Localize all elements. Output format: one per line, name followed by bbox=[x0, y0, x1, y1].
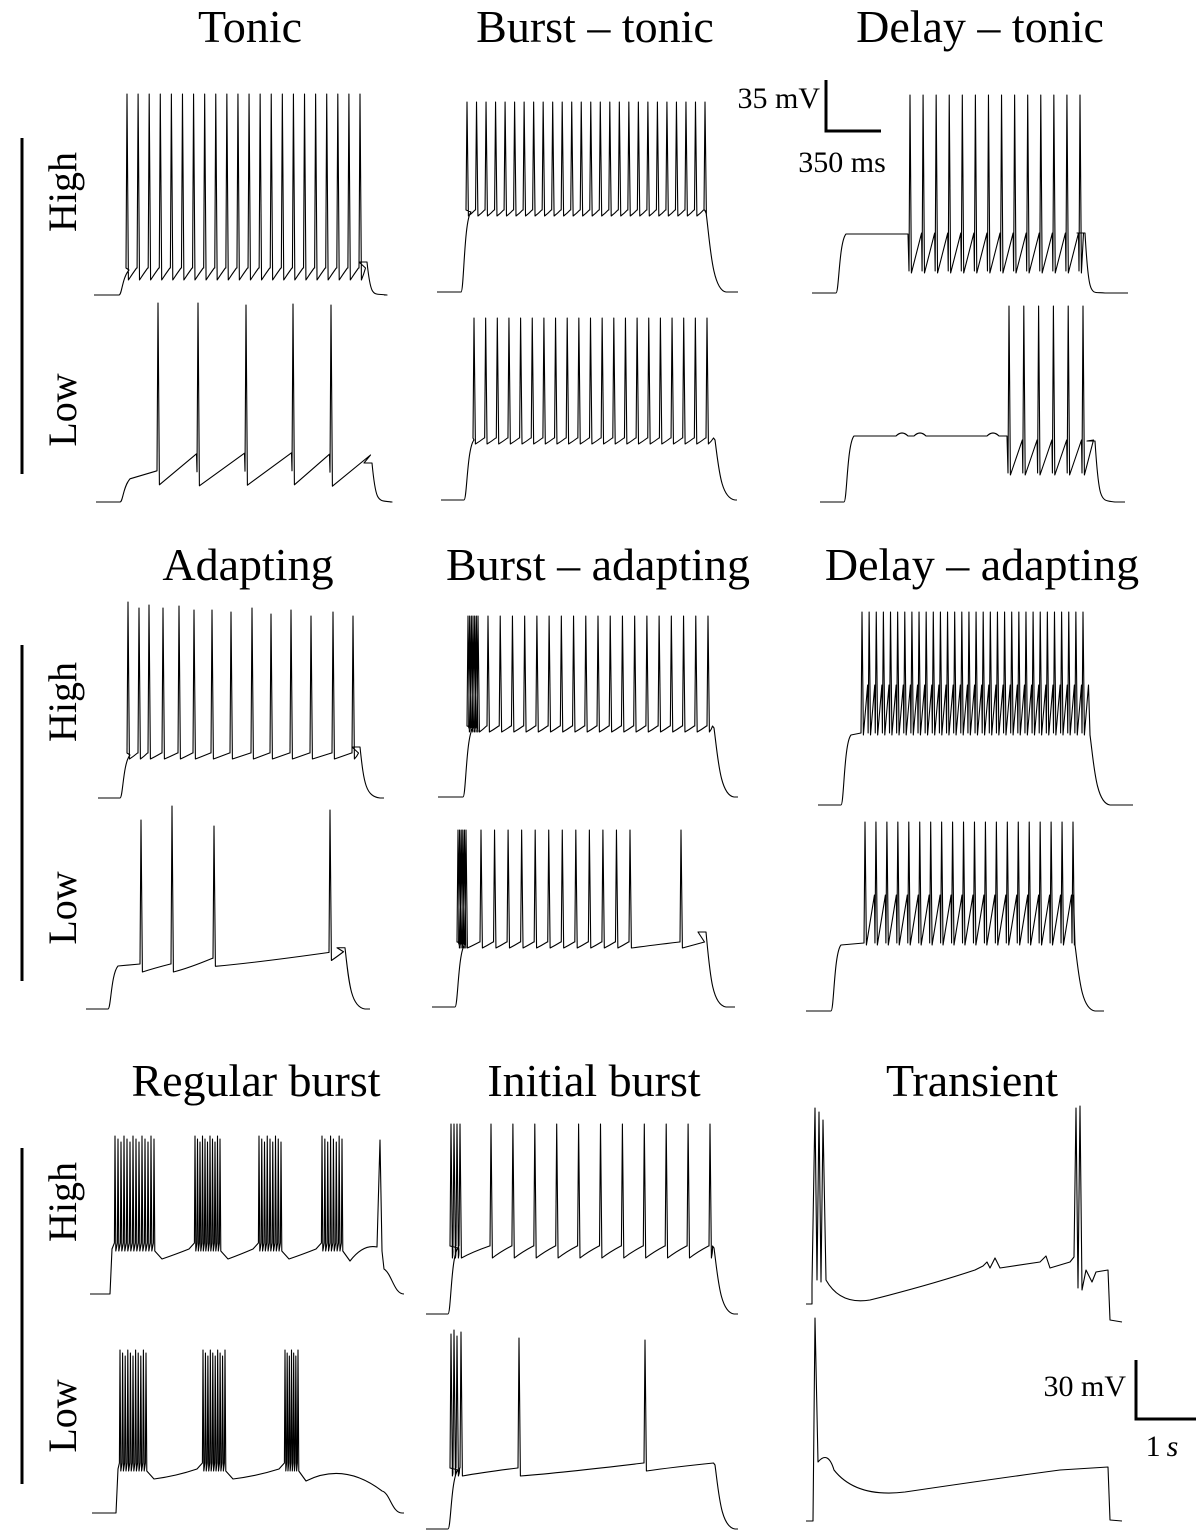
title-delay-adapting: Delay – adapting bbox=[825, 539, 1139, 590]
trace-initial-burst-high bbox=[426, 1123, 738, 1315]
title-adapting: Adapting bbox=[162, 539, 333, 590]
row-label-low-3: Low bbox=[40, 1379, 85, 1452]
scale-bar-top-voltage: 35 mV bbox=[738, 82, 821, 115]
row-label-high-1: High bbox=[40, 152, 85, 232]
scale-bar-bottom bbox=[1134, 1360, 1196, 1421]
trace-regular-burst-high bbox=[90, 1135, 405, 1295]
scale-bar-top bbox=[824, 80, 881, 133]
row-label-low-1: Low bbox=[40, 373, 85, 446]
trace-regular-burst-low bbox=[92, 1349, 404, 1514]
trace-burst-adapting-low bbox=[432, 829, 735, 1008]
scale-bar-bottom-voltage: 30 mV bbox=[1044, 1370, 1127, 1403]
title-initial-burst: Initial burst bbox=[487, 1055, 701, 1106]
row-label-high-3: High bbox=[40, 1162, 85, 1242]
title-tonic: Tonic bbox=[198, 1, 302, 52]
trace-tonic-low bbox=[96, 302, 393, 503]
trace-delay-adapting-high bbox=[818, 611, 1133, 806]
title-burst-tonic: Burst – tonic bbox=[476, 1, 714, 52]
trace-delay-adapting-low bbox=[806, 821, 1104, 1012]
trace-transient-high bbox=[806, 1105, 1123, 1323]
trace-burst-adapting-high bbox=[438, 615, 738, 798]
title-transient: Transient bbox=[886, 1055, 1058, 1106]
trace-delay-tonic-high bbox=[812, 94, 1128, 294]
trace-initial-burst-low bbox=[426, 1329, 738, 1530]
trace-adapting-high bbox=[98, 601, 384, 799]
row-label-low-2: Low bbox=[40, 871, 85, 944]
trace-tonic-high bbox=[94, 93, 388, 296]
title-regular-burst: Regular burst bbox=[131, 1055, 380, 1106]
trace-adapting-low bbox=[86, 805, 370, 1010]
scale-bar-bottom-time-value: 1 bbox=[1146, 1430, 1161, 1463]
title-delay-tonic: Delay – tonic bbox=[856, 1, 1104, 52]
trace-burst-tonic-low bbox=[441, 317, 737, 501]
scale-bar-top-time: 350 ms bbox=[798, 146, 886, 179]
trace-burst-tonic-high bbox=[437, 101, 738, 293]
title-burst-adapting: Burst – adapting bbox=[446, 539, 750, 590]
row-label-high-2: High bbox=[40, 662, 85, 742]
trace-delay-tonic-low bbox=[820, 305, 1125, 503]
voltage-traces bbox=[86, 93, 1133, 1530]
scale-bar-bottom-time-unit: s bbox=[1167, 1430, 1179, 1463]
trace-transient-low bbox=[806, 1317, 1123, 1522]
